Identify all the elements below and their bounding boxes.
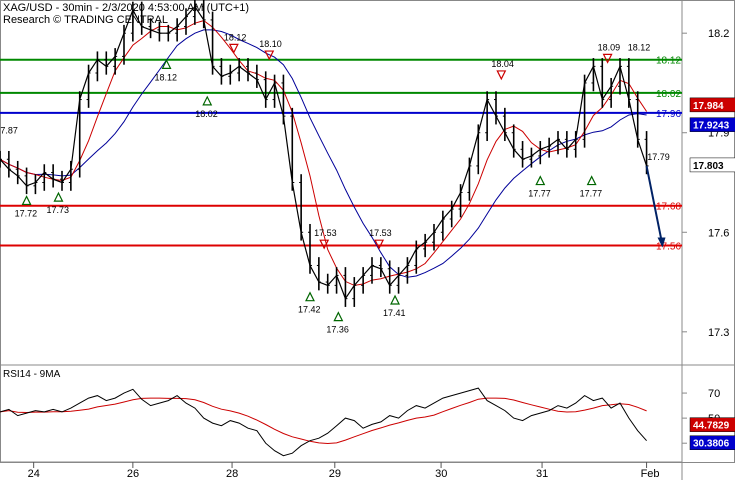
swing-high-label: 18.12 bbox=[224, 32, 247, 42]
swing-high-marker bbox=[374, 239, 385, 250]
rsi-value-tag-box bbox=[689, 417, 735, 432]
swing-low-marker bbox=[305, 291, 315, 302]
ma-slow-line bbox=[0, 29, 647, 278]
swing-low-marker bbox=[333, 311, 344, 322]
x-tick-label: 28 bbox=[226, 468, 238, 480]
swing-low-marker bbox=[202, 95, 213, 106]
rsi-line bbox=[0, 387, 647, 457]
swing-low-label: 18.12 bbox=[155, 72, 178, 82]
forecast-arrow-head bbox=[657, 237, 666, 248]
swing-low-label: 17.36 bbox=[326, 325, 349, 335]
swing-low-label: 17.77 bbox=[580, 189, 603, 199]
price-note-label: 17.79 bbox=[647, 152, 670, 162]
ma-fast-line bbox=[0, 20, 648, 286]
x-tick-label: 29 bbox=[329, 468, 341, 480]
swing-low-label: 17.41 bbox=[383, 308, 406, 318]
rsi-title: RSI14 - 9MA bbox=[3, 369, 61, 380]
price-y-tick-label: 17.6 bbox=[708, 227, 729, 239]
price-close-line bbox=[0, 5, 648, 300]
rsi-ma-line bbox=[0, 397, 647, 445]
x-tick-label: 26 bbox=[127, 468, 139, 480]
x-tick-label: 31 bbox=[536, 468, 548, 480]
rsi-value-tag: 30.3806 bbox=[693, 439, 730, 450]
x-tick-label: 30 bbox=[435, 468, 447, 480]
swing-high-marker bbox=[228, 43, 239, 54]
swing-low-label: 17.72 bbox=[15, 208, 38, 218]
price-y-tick-label: 17.3 bbox=[708, 327, 729, 339]
rsi-value-tag: 44.7829 bbox=[693, 421, 730, 432]
swing-low-marker bbox=[161, 59, 172, 70]
swing-low-marker bbox=[21, 195, 32, 206]
swing-low-marker bbox=[53, 191, 64, 202]
x-tick-label: Feb bbox=[641, 468, 660, 480]
swing-low-label: 18.02 bbox=[195, 109, 218, 119]
chart-title: XAG/USD - 30min - 2/3/2020 4:53:00 AM (U… bbox=[3, 2, 250, 14]
last-price-tag-box bbox=[689, 157, 735, 173]
swing-high-label: 18.10 bbox=[259, 39, 282, 49]
swing-high-label: 17.53 bbox=[314, 228, 337, 238]
chart-source: Research © TRADING CENTRAL bbox=[3, 14, 168, 26]
swing-low-marker bbox=[535, 175, 546, 186]
last-price-tag: 17.803 bbox=[693, 161, 724, 172]
ma-value-tag: 17.984 bbox=[693, 101, 724, 112]
forecast-arrow-line bbox=[645, 165, 664, 246]
ma-value-tag-box bbox=[689, 97, 735, 113]
rsi-y-tick-label: 70 bbox=[708, 388, 720, 400]
price-note-label: 18.12 bbox=[628, 42, 651, 52]
swing-low-marker bbox=[390, 294, 400, 305]
swing-low-label: 17.73 bbox=[46, 205, 69, 215]
ma-value-tag-box bbox=[689, 117, 735, 132]
price-y-tick-label: 18.2 bbox=[708, 28, 729, 40]
level-label: 17.56 bbox=[656, 242, 681, 253]
swing-high-label: 17.53 bbox=[369, 228, 392, 238]
level-label: 17.68 bbox=[656, 202, 681, 213]
price-note-label: 17.87 bbox=[0, 125, 18, 135]
rsi-value-tag-box bbox=[689, 435, 735, 450]
swing-low-marker bbox=[586, 175, 597, 186]
swing-low-label: 17.77 bbox=[528, 189, 551, 199]
swing-high-marker bbox=[319, 239, 330, 250]
swing-high-marker bbox=[602, 53, 613, 64]
swing-high-label: 18.09 bbox=[598, 42, 621, 52]
level-label: 17.96 bbox=[656, 109, 681, 120]
level-label: 18.02 bbox=[656, 89, 681, 100]
swing-high-marker bbox=[496, 70, 507, 81]
swing-high-marker bbox=[264, 50, 275, 61]
level-label: 18.12 bbox=[656, 56, 681, 67]
swing-high-label: 18.04 bbox=[491, 59, 514, 69]
swing-low-label: 17.42 bbox=[298, 305, 321, 315]
x-tick-label: 24 bbox=[28, 468, 40, 480]
ma-value-tag: 17.9243 bbox=[693, 121, 730, 132]
chart-frame bbox=[0, 0, 735, 463]
